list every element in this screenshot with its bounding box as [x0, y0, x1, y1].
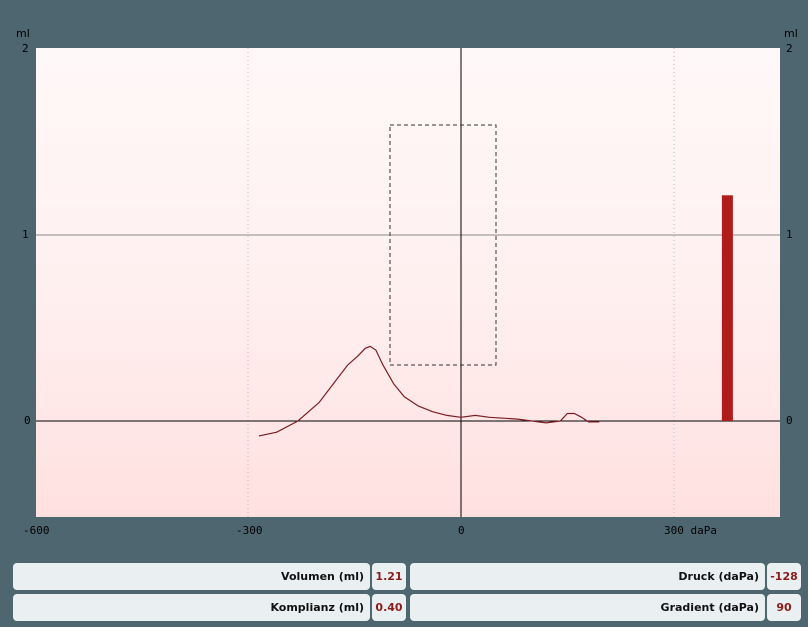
- x-tick-0: 0: [458, 524, 465, 537]
- y-unit-right: ml: [784, 27, 798, 40]
- x-tick-m600: -600: [23, 524, 50, 537]
- compliance-label-panel: Komplianz (ml): [13, 594, 370, 621]
- y-tick-2-left: 2: [22, 42, 29, 55]
- y-unit-left: ml: [16, 27, 30, 40]
- y-tick-2-right: 2: [786, 42, 793, 55]
- tympanogram-curve: [258, 345, 600, 437]
- volume-label-panel: Volumen (ml): [13, 563, 370, 590]
- y-tick-1-right: 1: [786, 228, 793, 241]
- gradient-label-panel: Gradient (daPa): [410, 594, 765, 621]
- compliance-label: Komplianz (ml): [270, 601, 364, 614]
- chart-svg: [36, 48, 780, 517]
- y-tick-0-right: 0: [786, 414, 793, 427]
- compliance-value: 0.40: [372, 594, 406, 621]
- normal-region-box: [389, 124, 497, 366]
- pressure-label-panel: Druck (daPa): [410, 563, 765, 590]
- tympanogram-plot: [36, 48, 780, 517]
- x-tick-300: 300 daPa: [664, 524, 717, 537]
- y-tick-1-left: 1: [22, 228, 29, 241]
- volume-value: 1.21: [372, 563, 406, 590]
- gradient-value: 90: [767, 594, 801, 621]
- ear-canal-volume-bar: [721, 195, 733, 421]
- pressure-value: -128: [767, 563, 801, 590]
- x-tick-m300: -300: [236, 524, 263, 537]
- y-tick-0-left: 0: [24, 414, 31, 427]
- pressure-label: Druck (daPa): [678, 570, 759, 583]
- gradient-label: Gradient (daPa): [660, 601, 759, 614]
- volume-label: Volumen (ml): [281, 570, 364, 583]
